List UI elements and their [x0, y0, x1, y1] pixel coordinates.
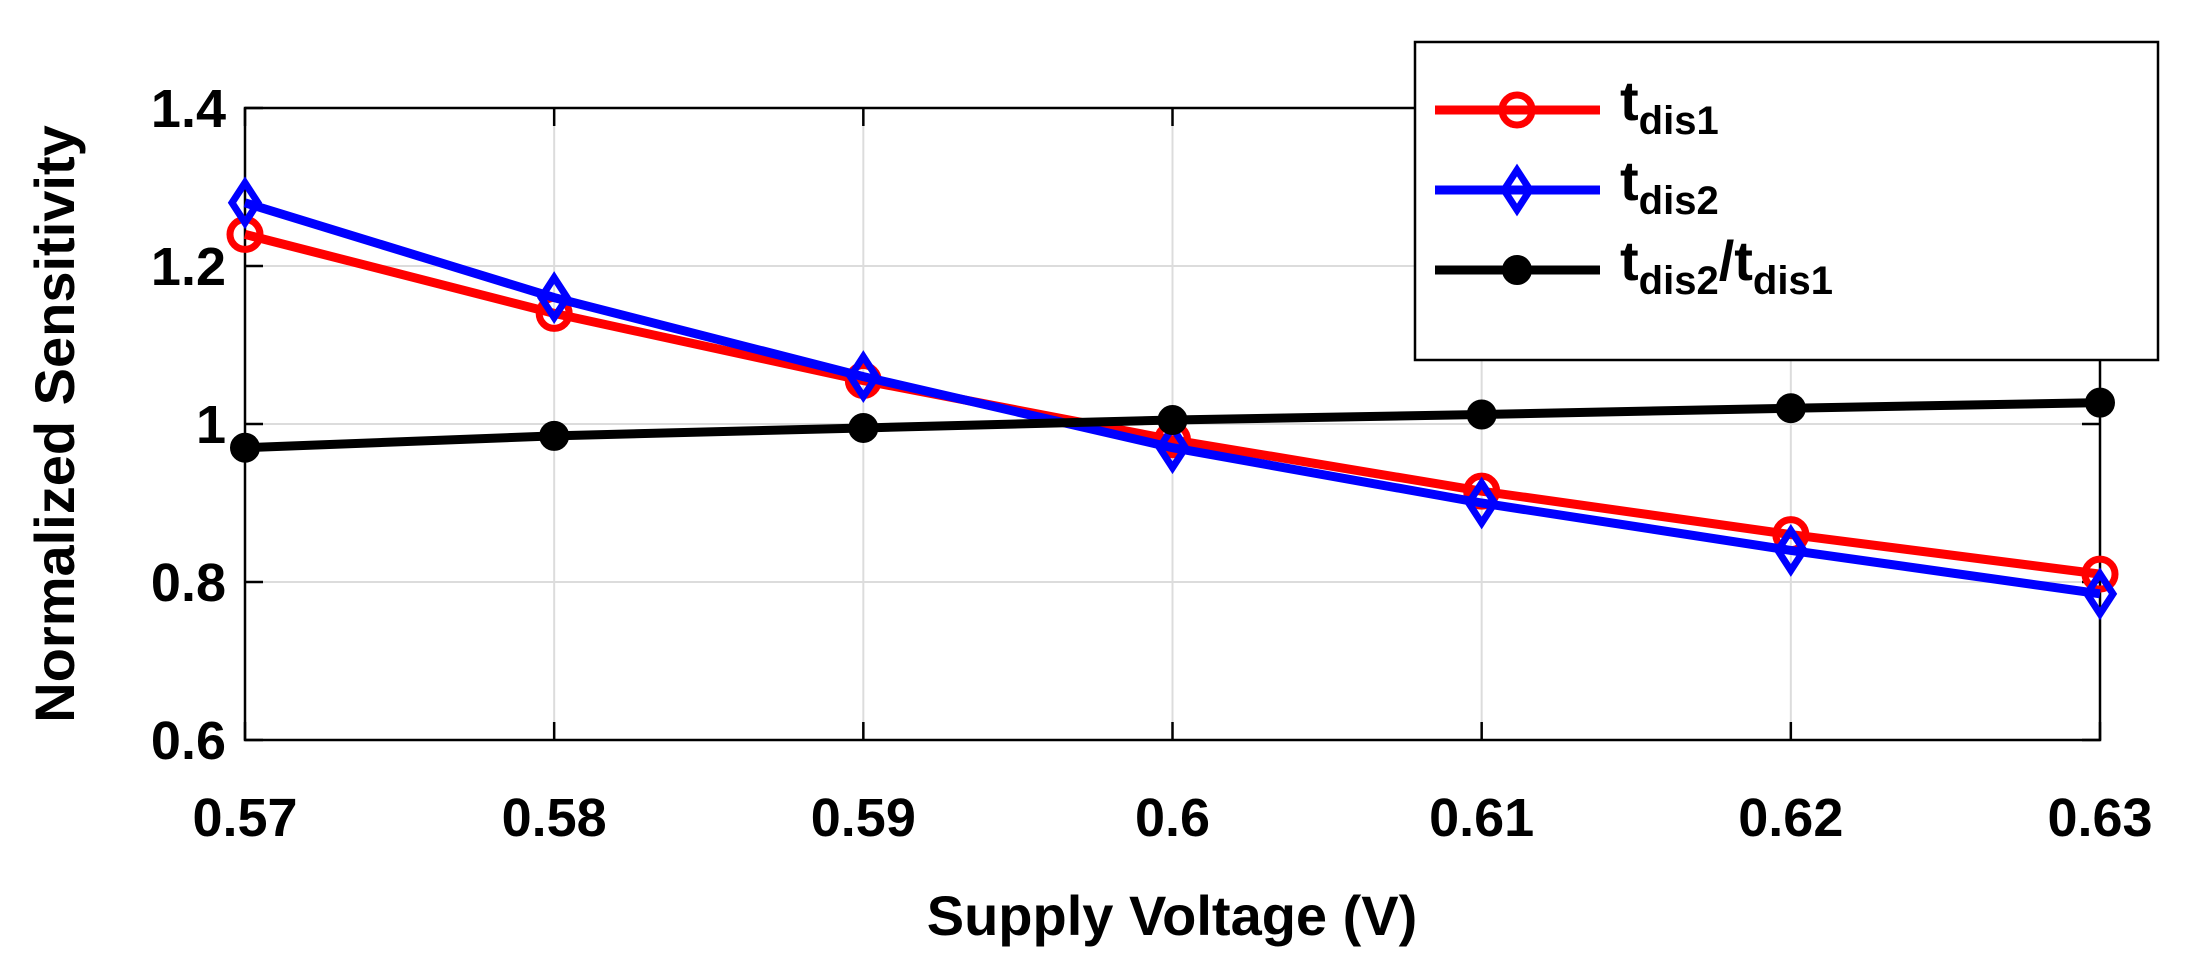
y-tick-label: 0.6 — [151, 711, 226, 771]
y-tick-label: 1 — [196, 395, 226, 455]
x-tick-label: 0.6 — [1135, 788, 1210, 848]
x-axis-ticks: 0.57 0.58 0.59 0.6 0.61 0.62 0.63 — [192, 108, 2153, 848]
x-tick-label: 0.59 — [811, 788, 916, 848]
y-tick-label: 1.2 — [151, 237, 226, 297]
data-point — [1775, 393, 1806, 424]
x-tick-label: 0.62 — [1738, 788, 1843, 848]
y-tick-label: 1.4 — [151, 79, 226, 139]
series-line — [243, 198, 2101, 599]
y-axis-ticks: 0.6 0.8 1 1.2 1.4 — [151, 79, 2100, 771]
legend-entry-2: tdis2 — [1435, 149, 1719, 223]
data-point — [1773, 523, 1809, 577]
data-point — [2082, 567, 2118, 621]
x-tick-label: 0.58 — [502, 788, 607, 848]
x-tick-label: 0.61 — [1429, 788, 1534, 848]
data-point — [1464, 476, 1499, 530]
series-2 — [227, 176, 2118, 621]
series-layer — [226, 176, 2119, 621]
legend-marker — [1502, 255, 1532, 285]
legend-label: tdis2 — [1620, 149, 1719, 223]
y-axis-label: Normalized Sensitivity — [23, 125, 86, 723]
legend-entry-1: tdis1 — [1435, 69, 1719, 143]
y-tick-label: 0.8 — [151, 553, 226, 613]
data-point — [1155, 421, 1190, 475]
legend-marker — [1498, 91, 1536, 129]
series-3 — [230, 387, 2115, 463]
data-point — [1157, 405, 1188, 436]
x-tick-label: 0.57 — [192, 788, 297, 848]
data-point — [227, 176, 263, 230]
legend-entry-3: tdis2/tdis1 — [1435, 229, 1833, 303]
data-point — [539, 420, 570, 451]
data-point — [846, 350, 881, 404]
legend-marker — [1499, 163, 1535, 217]
data-point — [1466, 399, 1497, 430]
data-point — [230, 432, 260, 463]
legend-label: tdis2/tdis1 — [1620, 229, 1833, 303]
data-point — [848, 412, 879, 443]
data-point — [536, 271, 572, 325]
x-axis-label: Supply Voltage (V) — [927, 884, 1418, 947]
data-point — [2081, 555, 2119, 593]
legend-box — [1413, 40, 2160, 362]
x-tick-label: 0.63 — [2047, 788, 2152, 848]
legend-label: tdis1 — [1620, 69, 1719, 143]
data-point — [2085, 387, 2115, 418]
